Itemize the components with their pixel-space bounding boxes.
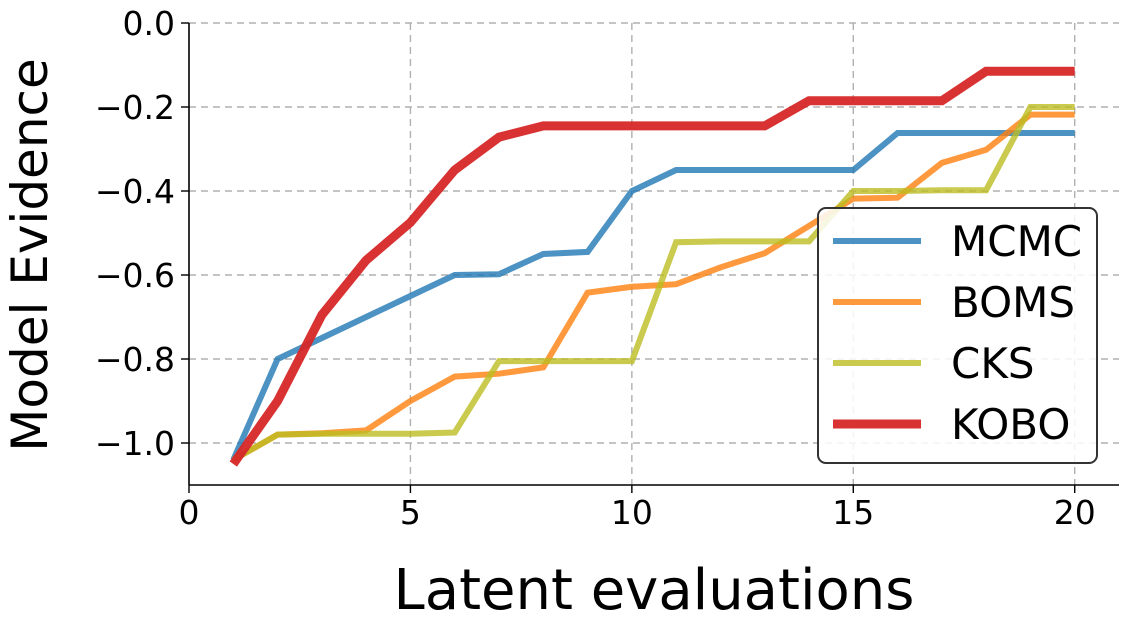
series-line-cks — [231, 104, 1075, 463]
series-line-mcmc — [230, 130, 1075, 462]
x-tick-label: 10 — [611, 493, 653, 532]
y-tick-label: −0.6 — [95, 256, 175, 295]
legend-label-kobo: KOBO — [951, 400, 1070, 449]
legend-box — [817, 207, 1098, 464]
axes — [188, 23, 1119, 486]
x-tick-label: 15 — [832, 493, 874, 532]
y-tick-label: −0.8 — [95, 340, 175, 379]
legend: MCMC BOMS CKS KOBO — [817, 207, 1098, 464]
legend-label-mcmc: MCMC — [951, 217, 1082, 266]
series-lines — [229, 66, 1075, 467]
legend-label-boms: BOMS — [951, 278, 1075, 327]
x-tick-label: 0 — [179, 493, 200, 532]
x-tick-label: 5 — [400, 493, 421, 532]
y-tick-label: −0.4 — [95, 172, 175, 211]
y-axis-title: Model Evidence — [1, 58, 59, 452]
legend-label-cks: CKS — [951, 339, 1035, 388]
x-axis-title: Latent evaluations — [394, 558, 915, 623]
y-tick-label: −1.0 — [95, 424, 175, 463]
x-tick-label: 20 — [1054, 493, 1096, 532]
y-tick-label: −0.2 — [95, 88, 175, 127]
series-line-kobo — [229, 66, 1075, 467]
y-tick-label: 0.0 — [123, 4, 175, 43]
tick-labels: 0.0 −0.2 −0.4 −0.6 −0.8 −1.00 5 10 15 20 — [95, 4, 1096, 532]
series-line-boms — [231, 111, 1075, 463]
